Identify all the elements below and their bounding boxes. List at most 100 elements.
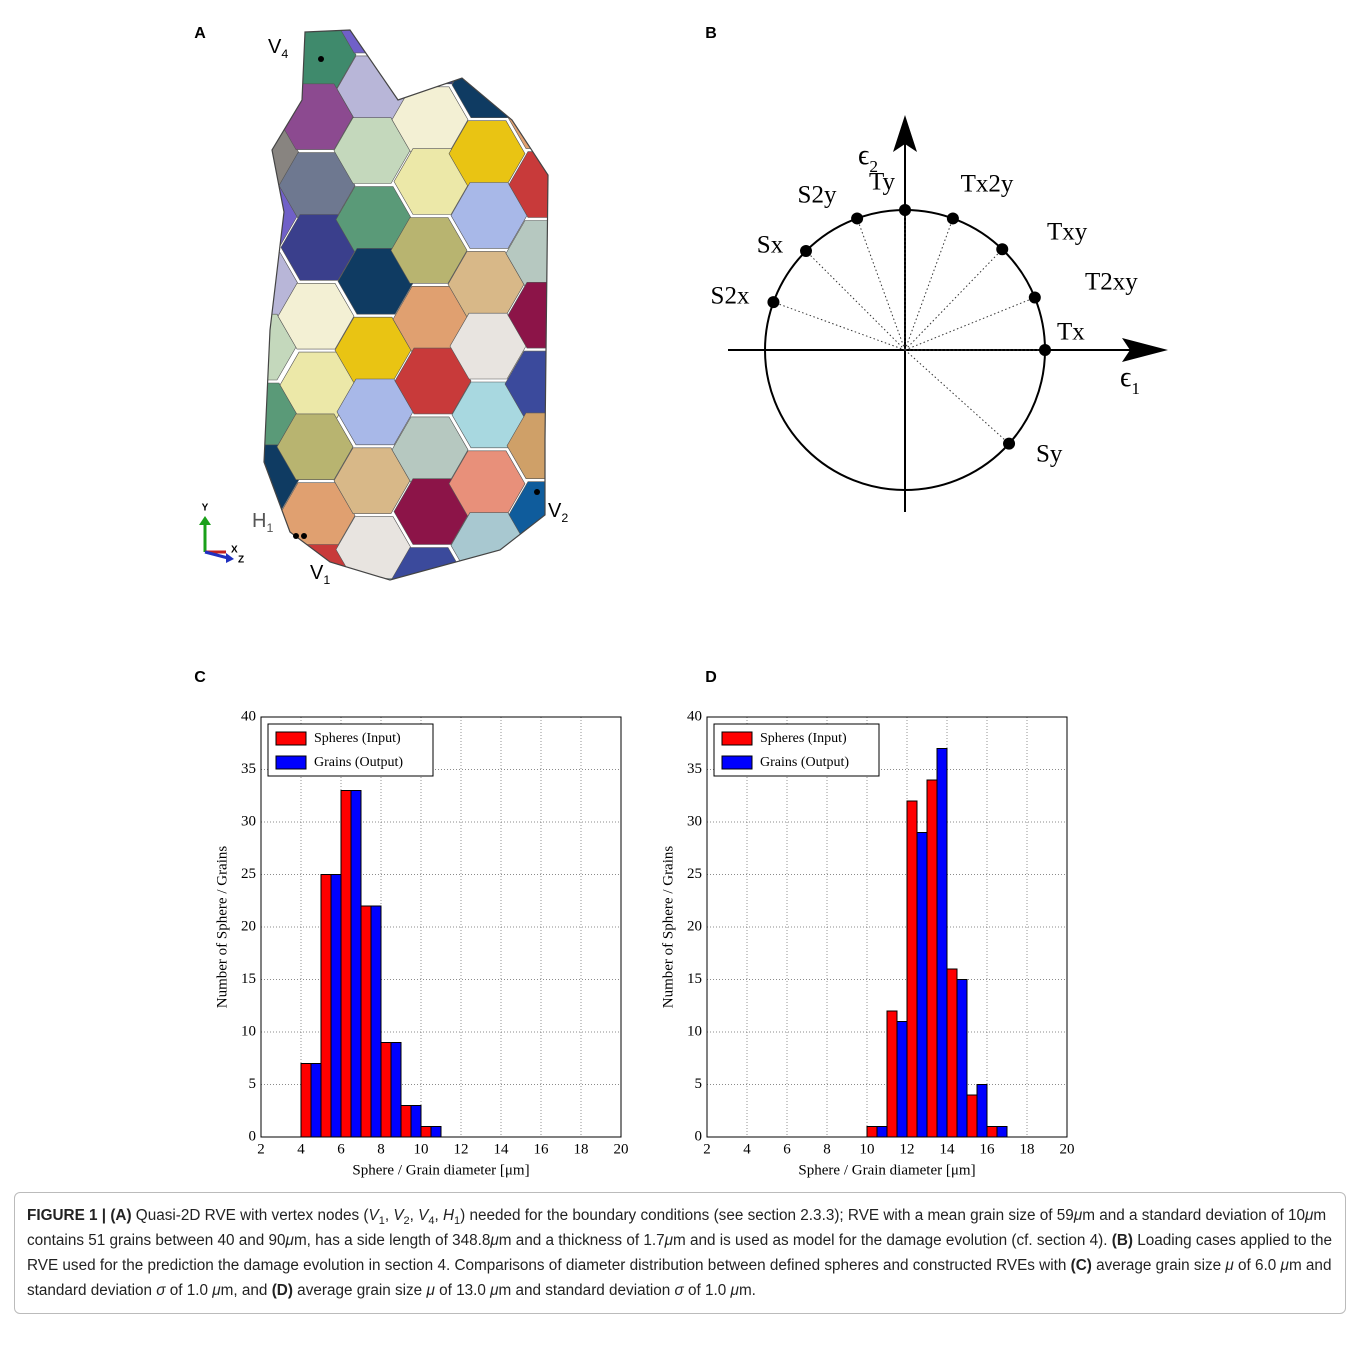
histogram-bar — [866, 1126, 878, 1138]
caption-segment: of 1.0 — [683, 1282, 731, 1299]
caption-segment: H — [442, 1207, 455, 1224]
grain — [448, 582, 524, 648]
load-ray — [904, 349, 1010, 445]
x-tick-label: 16 — [534, 1141, 550, 1157]
grain — [280, 214, 358, 281]
load-label: Sx — [757, 232, 784, 259]
grain — [333, 117, 411, 184]
grain — [451, 51, 529, 118]
grain — [506, 82, 548, 149]
axis-label-e1-sub: 1 — [1131, 379, 1140, 398]
grain — [264, 52, 299, 119]
x-tick-label: 18 — [1020, 1141, 1035, 1157]
caption-segment: 2 — [403, 1215, 410, 1228]
y-tick-label: 30 — [687, 813, 702, 829]
grain — [565, 316, 641, 382]
grain — [393, 609, 469, 675]
load-point — [899, 204, 911, 216]
load-point — [1039, 344, 1051, 356]
histogram-bar — [340, 790, 352, 1138]
legend-swatch — [721, 755, 753, 770]
vertex-label-sub: 4 — [281, 47, 288, 61]
x-tick-label: 6 — [337, 1141, 345, 1157]
histogram-bar — [926, 779, 938, 1138]
x-tick-label: 8 — [823, 1141, 831, 1157]
grain — [264, 30, 297, 51]
histogram-bar — [936, 748, 948, 1138]
x-tick-label: 14 — [494, 1141, 510, 1157]
grain — [566, 186, 642, 252]
histogram-bar — [320, 874, 332, 1138]
histogram-bar — [400, 1105, 412, 1138]
grain — [223, 583, 299, 649]
x-axis-label: Sphere / Grain diameter [μm] — [352, 1162, 529, 1178]
caption-segment: σ — [156, 1282, 166, 1299]
x-tick-label: 10 — [860, 1141, 875, 1157]
load-ray — [773, 301, 906, 351]
triad-label: X — [231, 545, 238, 556]
figure: A BC DV4H1V1V2YXZϵ1ϵ2TxT2xyTxyTx2yTyS2ySxS… — [194, 25, 1168, 1178]
caption-segment: Quasi-2D RVE with vertex nodes ( — [131, 1207, 369, 1224]
caption-segment: μ — [490, 1282, 499, 1299]
x-tick-label: 18 — [574, 1141, 589, 1157]
y-tick-label: 5 — [695, 1076, 703, 1092]
caption-segment: m and standard deviation — [27, 1257, 1332, 1299]
vertex-label-sub: 1 — [266, 521, 273, 535]
caption-segment: μ — [426, 1282, 435, 1299]
legend-label: Spheres (Input) — [314, 731, 401, 746]
load-point — [767, 296, 780, 309]
grain — [562, 385, 638, 451]
load-label: Tx — [1057, 319, 1085, 346]
vertex-label: V2 — [548, 500, 568, 525]
vertex-label-sub: 2 — [561, 511, 568, 525]
caption-segment: μ — [490, 1232, 499, 1249]
caption-segment: m and a thickness of 1.7 — [498, 1232, 665, 1249]
legend-label: Grains (Output) — [314, 755, 403, 770]
caption-segment: Loading cases applied to the RVE used fo… — [27, 1232, 1332, 1274]
panel-letter: B — [705, 25, 717, 42]
caption-segment: m contains 51 grains between 40 and 90 — [27, 1207, 1327, 1249]
legend-swatch — [275, 731, 307, 746]
caption-segment: m and standard deviation — [498, 1282, 675, 1299]
vertex-node — [318, 56, 324, 62]
legend-swatch — [721, 731, 753, 746]
x-tick-label: 16 — [980, 1141, 996, 1157]
x-tick-label: 4 — [743, 1141, 751, 1157]
x-axis-label: Sphere / Grain diameter [μm] — [798, 1162, 975, 1178]
grain — [564, 447, 640, 513]
caption-segment: σ — [674, 1282, 684, 1299]
x-tick-label: 12 — [900, 1141, 915, 1157]
vertex-label: H1 — [252, 510, 273, 535]
axis-label-e2-sub: 2 — [869, 157, 878, 176]
y-tick-label: 15 — [241, 971, 256, 987]
y-axis-label: Number of Sphere / Grains — [214, 846, 230, 1009]
histogram-bar — [966, 1094, 978, 1138]
caption-segment: average grain size — [1091, 1257, 1226, 1274]
grain — [393, 478, 471, 545]
load-label: S2x — [711, 283, 750, 310]
caption-segment: μ — [1280, 1257, 1289, 1274]
y-tick-label: 10 — [687, 1023, 702, 1039]
histogram-bar — [896, 1021, 908, 1138]
triad-label: Z — [238, 555, 244, 566]
caption-segment: m and a standard deviation of 10 — [1082, 1207, 1306, 1224]
caption-segment: (B) — [1111, 1232, 1133, 1249]
load-point — [1003, 437, 1016, 450]
axis-label-e1: ϵ1 — [1120, 362, 1140, 397]
rve-outline — [263, 29, 549, 581]
load-ray — [904, 218, 954, 351]
y-tick-label: 25 — [241, 866, 256, 882]
grain — [508, 151, 548, 218]
grain — [449, 312, 527, 380]
triad-y-head — [199, 516, 211, 525]
histogram-bar — [916, 832, 928, 1138]
x-tick-label: 2 — [703, 1141, 711, 1157]
grain — [390, 217, 468, 284]
histogram-bar — [390, 1042, 402, 1138]
y-tick-label: 20 — [687, 918, 702, 934]
grain — [562, 55, 638, 121]
vertex-node — [301, 533, 307, 539]
caption-segment: m, has a side length of 348.8 — [293, 1232, 491, 1249]
axis-label-e1-main: ϵ — [1120, 362, 1131, 393]
